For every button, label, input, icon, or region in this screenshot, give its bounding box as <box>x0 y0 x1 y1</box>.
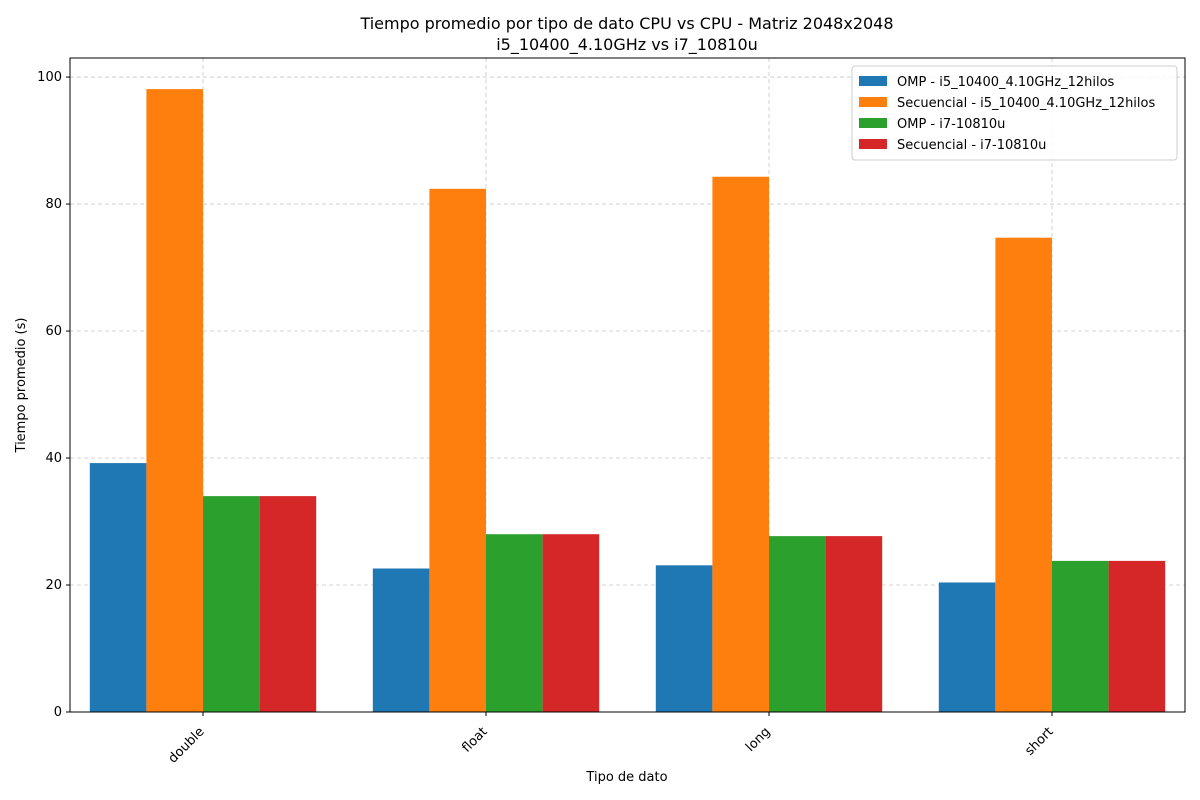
y-tick-label: 40 <box>45 451 62 466</box>
bar-double-series-1 <box>89 463 147 712</box>
legend-swatch <box>859 76 887 86</box>
y-tick-label: 100 <box>37 70 62 85</box>
bar-short-series-3 <box>1051 560 1109 712</box>
bar-long-series-2 <box>712 176 769 713</box>
bar-float-series-1 <box>372 568 430 712</box>
bar-short-series-4 <box>1108 560 1166 712</box>
x-axis: double float long short <box>166 712 1057 766</box>
bar-double-series-2 <box>146 89 204 713</box>
bar-float-series-2 <box>429 188 487 713</box>
chart-title: Tiempo promedio por tipo de dato CPU vs … <box>359 14 893 33</box>
legend-box <box>851 65 1178 161</box>
legend-entry-label: Secuencial - i7-10810u <box>897 138 1046 153</box>
plot-frame <box>69 57 1186 713</box>
bar-long-series-1 <box>655 565 713 712</box>
bar-long-series-4 <box>825 536 883 712</box>
bars-layer <box>89 89 1166 713</box>
x-tick-label: double <box>166 724 208 766</box>
bar-float-series-3 <box>486 534 543 712</box>
y-tick-label: 60 <box>45 324 62 339</box>
legend-swatch <box>859 118 887 128</box>
y-axis-label: Tiempo promedio (s) <box>14 318 29 454</box>
x-tick-label: long <box>743 724 773 754</box>
bar-double-series-3 <box>203 496 260 712</box>
y-tick-label: 0 <box>54 705 62 720</box>
x-axis-label: Tipo de dato <box>585 770 667 785</box>
legend-entry-label: OMP - i5_10400_4.10GHz_12hilos <box>897 75 1115 90</box>
legend-swatch <box>859 139 887 149</box>
bar-float-series-4 <box>542 534 600 712</box>
bar-double-series-4 <box>259 496 317 712</box>
x-tick-label: short <box>1022 724 1056 758</box>
bar-short-series-1 <box>938 582 996 712</box>
legend-entry-label: OMP - i7-10810u <box>897 117 1005 132</box>
legend-entry-label: Secuencial - i5_10400_4.10GHz_12hilos <box>897 96 1155 111</box>
y-axis: 0 20 40 60 80 100 <box>37 70 70 720</box>
x-tick-label: float <box>459 724 490 755</box>
y-tick-label: 20 <box>45 578 62 593</box>
legend-swatch <box>859 97 887 107</box>
legend: OMP - i5_10400_4.10GHz_12hilos Secuencial… <box>851 65 1178 161</box>
bar-short-series-2 <box>995 237 1052 712</box>
bar-long-series-3 <box>768 536 826 712</box>
chart-subtitle: i5_10400_4.10GHz vs i7_10810u <box>496 35 758 55</box>
y-tick-label: 80 <box>45 197 62 212</box>
